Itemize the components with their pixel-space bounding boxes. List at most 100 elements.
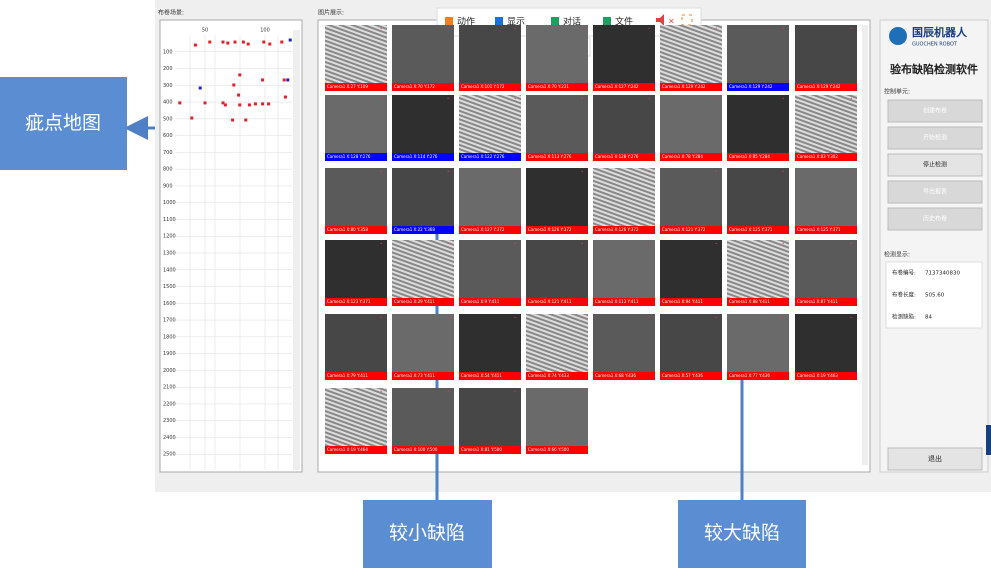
defect-image[interactable] xyxy=(392,168,454,226)
defect-image[interactable] xyxy=(526,168,588,226)
defect-image[interactable] xyxy=(325,168,387,226)
exit-button[interactable] xyxy=(887,447,983,471)
control-button[interactable] xyxy=(887,153,983,177)
tile-mark: • xyxy=(648,241,650,246)
mute-icon[interactable] xyxy=(656,14,664,26)
defect-image[interactable] xyxy=(526,25,588,83)
defect-image[interactable] xyxy=(459,240,521,298)
defect-image[interactable] xyxy=(392,388,454,446)
edge-tab xyxy=(986,425,991,455)
y-tick-label: 1800 xyxy=(163,334,176,340)
defect-point xyxy=(232,83,236,87)
defect-image[interactable] xyxy=(459,388,521,446)
defect-image[interactable] xyxy=(392,25,454,83)
defect-image[interactable] xyxy=(660,314,722,372)
tile-mark: • xyxy=(782,315,784,320)
defect-image[interactable] xyxy=(526,314,588,372)
defect-image[interactable] xyxy=(795,314,857,372)
caption: Camera1 X:127 Y:372 xyxy=(461,227,505,232)
toolbar-icon[interactable] xyxy=(445,17,453,25)
defect-point xyxy=(247,103,251,107)
toolbar-icon[interactable] xyxy=(603,17,611,25)
tile-mark: • xyxy=(581,389,583,394)
defect-image[interactable] xyxy=(593,168,655,226)
tile-mark: • xyxy=(380,315,382,320)
y-tick-label: 600 xyxy=(163,133,173,139)
defect-image[interactable] xyxy=(593,25,655,83)
defect-image[interactable] xyxy=(727,314,789,372)
defect-image[interactable] xyxy=(325,388,387,446)
caption-bar xyxy=(593,298,655,306)
caption: Camera1 X:127 Y:242 xyxy=(595,84,639,89)
caption-bar xyxy=(392,226,454,234)
toolbar-item[interactable]: 显示 xyxy=(507,17,525,28)
caption-bar xyxy=(459,372,521,380)
caption: Camera1 X:123 Y:371 xyxy=(327,299,371,304)
defect-image[interactable] xyxy=(727,240,789,298)
defect-point xyxy=(288,38,292,42)
y-tick-label: 1500 xyxy=(163,284,176,290)
defect-image[interactable] xyxy=(660,240,722,298)
defect-image[interactable] xyxy=(795,240,857,298)
defect-image[interactable] xyxy=(459,25,521,83)
tile-mark: • xyxy=(380,96,382,101)
defect-image[interactable] xyxy=(660,95,722,153)
control-button[interactable] xyxy=(887,180,983,204)
defect-image[interactable] xyxy=(795,25,857,83)
defect-image[interactable] xyxy=(727,168,789,226)
defect-image[interactable] xyxy=(325,240,387,298)
defect-image[interactable] xyxy=(392,240,454,298)
caption-bar xyxy=(526,446,588,454)
control-button[interactable] xyxy=(887,207,983,231)
defect-image[interactable] xyxy=(526,95,588,153)
tile-mark: • xyxy=(514,96,516,101)
button-label: 创建布卷 xyxy=(923,107,947,115)
mute-x[interactable]: × xyxy=(668,17,675,26)
control-button[interactable] xyxy=(887,99,983,123)
caption: Camera1 X:100 Y:500 xyxy=(394,447,438,452)
defect-image[interactable] xyxy=(526,240,588,298)
y-tick-label: 1700 xyxy=(163,318,176,324)
toolbar-icon[interactable] xyxy=(551,17,559,25)
defect-point xyxy=(231,118,235,122)
defect-point xyxy=(246,42,250,46)
defect-image[interactable] xyxy=(459,95,521,153)
defect-image[interactable] xyxy=(325,314,387,372)
control-label: 控制单元: xyxy=(884,88,910,96)
defect-image[interactable] xyxy=(660,168,722,226)
y-tick-label: 800 xyxy=(163,167,173,173)
y-tick-label: 1900 xyxy=(163,351,176,357)
toolbar-item[interactable]: 文件 xyxy=(615,16,633,28)
defect-image[interactable] xyxy=(392,95,454,153)
toolbar-item[interactable]: 动作 xyxy=(457,16,475,28)
defect-image[interactable] xyxy=(459,168,521,226)
defect-image[interactable] xyxy=(593,95,655,153)
fullscreen-icon[interactable] xyxy=(681,14,693,26)
defect-image[interactable] xyxy=(325,25,387,83)
defect-image[interactable] xyxy=(727,95,789,153)
defect-image[interactable] xyxy=(795,168,857,226)
tile-mark: • xyxy=(380,169,382,174)
tile-mark: • xyxy=(850,315,852,320)
button-label: 导出报表 xyxy=(923,188,947,196)
toolbar-icon[interactable] xyxy=(495,17,503,25)
caption-bar xyxy=(526,298,588,306)
info-key: 布卷长度: xyxy=(892,291,916,299)
y-tick-label: 1600 xyxy=(163,301,176,307)
caption: Camera1 X:121 Y:411 xyxy=(528,299,572,304)
defect-image[interactable] xyxy=(593,240,655,298)
defect-image[interactable] xyxy=(660,25,722,83)
defect-image[interactable] xyxy=(593,314,655,372)
defect-image[interactable] xyxy=(727,25,789,83)
tile-mark: • xyxy=(581,241,583,246)
defect-image[interactable] xyxy=(325,95,387,153)
button-label: 开始检测 xyxy=(923,134,947,142)
defect-image[interactable] xyxy=(526,388,588,446)
defect-image[interactable] xyxy=(392,314,454,372)
caption-bar xyxy=(325,226,387,234)
defect-image[interactable] xyxy=(795,95,857,153)
defect-image[interactable] xyxy=(459,314,521,372)
tile-mark: • xyxy=(648,96,650,101)
toolbar-item[interactable]: 对话 xyxy=(563,16,581,28)
control-button[interactable] xyxy=(887,126,983,150)
